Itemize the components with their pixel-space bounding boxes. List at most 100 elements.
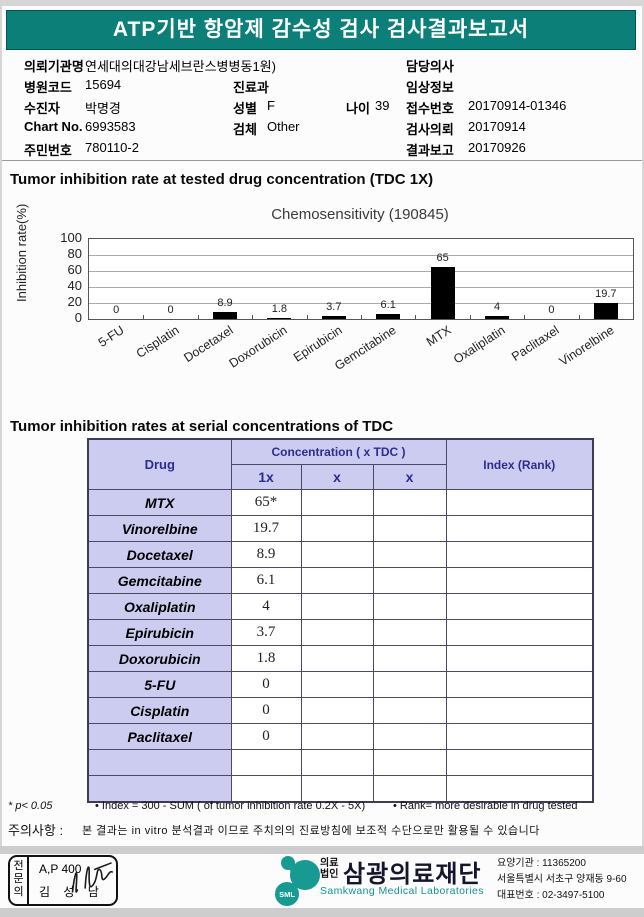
value-cell xyxy=(445,593,594,620)
x-axis-tick xyxy=(197,315,199,319)
bar-value-label: 65 xyxy=(436,252,449,264)
clinical-info-label: 임상정보 xyxy=(406,80,454,95)
bar xyxy=(593,303,618,319)
value-cell xyxy=(445,723,594,750)
drug-cell: Oxaliplatin xyxy=(87,593,232,620)
x-axis-tick xyxy=(415,315,417,319)
pvalue-note: * p< 0.05 xyxy=(8,800,53,812)
value-cell xyxy=(300,515,374,542)
drug-cell: Epirubicin xyxy=(87,619,232,646)
table-row: Gemcitabine 6.1 xyxy=(87,567,594,594)
report-title-band: ATP기반 항암제 감수성 검사 검사결과보고서 xyxy=(6,10,636,50)
patient-name-label: 수진자 xyxy=(24,101,60,116)
x-axis-tick xyxy=(469,315,471,319)
request-date-label: 검사의뢰 xyxy=(406,122,454,137)
sex-label: 성별 xyxy=(233,101,257,116)
x-axis-tick xyxy=(143,315,145,319)
bar-value-label: 6.1 xyxy=(380,299,396,312)
y-tick-label: 80 xyxy=(67,246,82,261)
table-row xyxy=(87,749,594,776)
value-cell xyxy=(445,697,594,724)
table-row: Oxaliplatin 4 xyxy=(87,593,594,620)
org-type-line1: 의료 xyxy=(320,858,339,869)
gridline xyxy=(89,255,633,256)
bar-value-label: 4 xyxy=(493,300,501,313)
value-cell xyxy=(300,749,374,776)
table-row: Cisplatin 0 xyxy=(87,697,594,724)
conc-x3-header: x xyxy=(372,464,447,490)
value-cell: 8.9 xyxy=(230,541,302,568)
org-type-line2: 법인 xyxy=(320,869,339,880)
x-tick-label: Cisplatin xyxy=(133,323,182,361)
report-title: ATP기반 항암제 감수성 검사 검사결과보고서 xyxy=(112,18,530,41)
value-cell xyxy=(300,645,374,672)
value-cell xyxy=(445,645,594,672)
rank-note: • Rank= more desirable in drug tested xyxy=(393,800,578,812)
company-name: 삼광의료재단 xyxy=(343,861,482,888)
tdc-table-body: MTX 65* Vinorelbine 19.7 Docetaxel 8.9 Gemcita… xyxy=(87,489,594,803)
x-axis-tick xyxy=(252,315,254,319)
value-cell xyxy=(230,749,302,776)
divider-band xyxy=(0,846,644,854)
receipt-no-label: 접수번호 xyxy=(406,101,454,116)
bar xyxy=(321,316,346,319)
drug-cell: Cisplatin xyxy=(87,697,232,724)
bar-value-label: 0 xyxy=(113,304,120,316)
table-row: Paclitaxel 0 xyxy=(87,723,594,750)
value-cell xyxy=(300,697,374,724)
org-label: 의뢰기관명 xyxy=(24,59,84,74)
value-cell xyxy=(300,567,374,594)
x-axis-tick xyxy=(361,315,362,319)
org-type: 의료 법인 xyxy=(320,858,338,880)
age-value: 39 xyxy=(375,98,390,113)
y-tick-label: 0 xyxy=(74,310,82,325)
value-cell xyxy=(445,567,594,594)
x-axis-tick xyxy=(306,315,308,319)
footer-sheet xyxy=(0,854,644,908)
y-tick-label: 100 xyxy=(60,230,82,245)
resident-id-label: 주민번호 xyxy=(24,143,72,158)
chemosensitivity-chart: Chemosensitivity (190845) Inhibition rat… xyxy=(0,204,644,402)
drug-cell: Vinorelbine xyxy=(87,515,232,542)
x-tick-label: Doxorubicin xyxy=(227,323,291,371)
stamp-code: A,P 400 xyxy=(39,862,82,876)
value-cell: 0 xyxy=(230,671,302,698)
value-cell xyxy=(372,749,447,776)
specimen-label: 검체 xyxy=(233,122,257,137)
table-row: MTX 65* xyxy=(87,489,594,516)
value-cell xyxy=(445,515,594,542)
bar xyxy=(485,315,509,319)
value-cell xyxy=(372,515,447,542)
concentration-header: Concentration ( x TDC ) xyxy=(230,438,447,465)
table-row xyxy=(87,775,594,803)
value-cell xyxy=(372,645,447,672)
bottom-band xyxy=(0,908,644,917)
company-info-line3: 대표번호 : 02-3497-5100 xyxy=(497,890,605,901)
bar-value-label: 19.7 xyxy=(595,288,617,301)
drug-cell: Docetaxel xyxy=(87,541,232,568)
value-cell: 65* xyxy=(230,489,302,516)
drug-cell: Doxorubicin xyxy=(87,645,232,672)
department-label: 진료과 xyxy=(233,80,269,95)
x-axis-tick xyxy=(524,315,526,319)
drug-cell xyxy=(87,749,232,776)
value-cell: 0 xyxy=(230,723,302,750)
bar-value-label: 8.9 xyxy=(217,296,233,309)
company-info: 요양기관 : 11365200 서울특별시 서초구 양재동 9-60 대표번호 … xyxy=(497,856,627,904)
value-cell xyxy=(372,619,447,646)
y-tick-label: 20 xyxy=(67,294,82,309)
bar-value-label: 0 xyxy=(167,304,174,316)
bar-value-label: 0 xyxy=(548,304,555,316)
patient-name-value: 박명경 xyxy=(85,101,121,116)
value-cell xyxy=(300,541,374,568)
value-cell xyxy=(372,541,447,568)
bar-value-label: 1.8 xyxy=(271,302,288,315)
conc-1x-header: 1x xyxy=(230,464,302,490)
doctor-label: 담당의사 xyxy=(406,59,454,74)
table-header-row: Drug Concentration ( x TDC ) Index (Rank… xyxy=(87,438,594,490)
caution-text: 본 결과는 in vitro 분석결과 이므로 주치의의 진료방침에 보조적 수… xyxy=(82,825,540,837)
x-axis-tick xyxy=(578,315,580,319)
sex-value: F xyxy=(267,98,275,113)
y-tick-label: 60 xyxy=(67,262,82,277)
